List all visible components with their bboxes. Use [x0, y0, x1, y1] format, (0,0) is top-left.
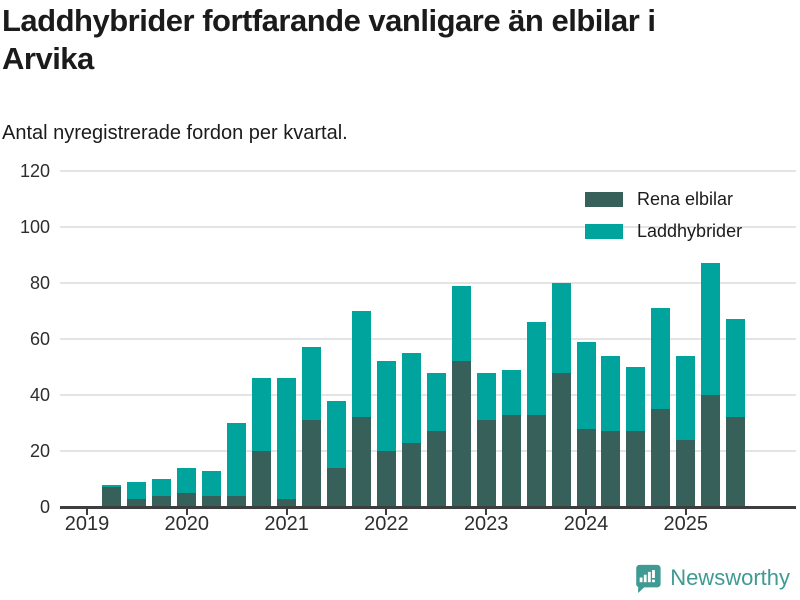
- newsworthy-logo[interactable]: Newsworthy: [632, 563, 790, 593]
- x-tick-mark: [684, 508, 687, 515]
- bar-segment-laddhybrider: [351, 311, 371, 418]
- bar-segment-rena-elbilar: [726, 417, 746, 507]
- y-tick-label: 120: [19, 161, 50, 181]
- x-tick-label: 2025: [663, 513, 709, 535]
- x-tick-label: 2021: [264, 513, 309, 535]
- bar-segment-laddhybrider: [277, 378, 297, 499]
- bar-segment-rena-elbilar: [451, 361, 471, 507]
- bar-segment-rena-elbilar: [376, 451, 396, 507]
- legend-item: Laddhybrider: [585, 221, 742, 242]
- legend-swatch: [585, 224, 623, 239]
- bar-segment-laddhybrider: [676, 355, 696, 440]
- x-tick-mark: [585, 508, 587, 515]
- y-tick-label: 20: [29, 441, 50, 461]
- bar-segment-laddhybrider: [526, 322, 546, 415]
- y-tick-label: 60: [29, 329, 50, 349]
- bar-segment-rena-elbilar: [626, 431, 646, 507]
- y-tick-label: 40: [29, 385, 50, 405]
- bar-segment-laddhybrider: [626, 367, 646, 432]
- y-tick-label: 100: [19, 217, 50, 237]
- bar-segment-laddhybrider: [252, 378, 272, 451]
- legend: Rena elbilar Laddhybrider: [585, 189, 742, 253]
- bar-segment-rena-elbilar: [426, 431, 446, 507]
- chart-subtitle: Antal nyregistrerade fordon per kvartal.: [2, 122, 348, 144]
- bar-segment-laddhybrider: [701, 263, 721, 395]
- bar-segment-rena-elbilar: [676, 439, 696, 507]
- plot-area: [60, 170, 796, 515]
- bar-segment-laddhybrider: [376, 361, 396, 451]
- bar-segment-laddhybrider: [327, 400, 346, 468]
- bar-segment-rena-elbilar: [102, 487, 122, 507]
- bar-segment-laddhybrider: [302, 347, 322, 421]
- x-axis-line: [60, 506, 796, 509]
- x-tick-mark: [185, 508, 188, 515]
- x-tick-mark: [485, 508, 488, 515]
- bar-segment-rena-elbilar: [177, 493, 197, 507]
- bar-segment-laddhybrider: [726, 319, 746, 418]
- bar-segment-rena-elbilar: [701, 395, 721, 507]
- bar-segment-laddhybrider: [501, 369, 521, 415]
- chart-title: Laddhybrider fortfarande vanligare än el…: [2, 3, 656, 77]
- bar-segment-laddhybrider: [601, 355, 621, 432]
- bar-segment-laddhybrider: [177, 467, 197, 493]
- bar-segment-rena-elbilar: [351, 417, 371, 507]
- bar-segment-rena-elbilar: [476, 420, 496, 507]
- x-tick-mark: [86, 508, 88, 515]
- bar-segment-laddhybrider: [202, 470, 222, 496]
- bar-segment-laddhybrider: [127, 481, 147, 499]
- bar-segment-rena-elbilar: [202, 495, 222, 507]
- bar-segment-rena-elbilar: [551, 372, 571, 507]
- legend-item: Rena elbilar: [585, 189, 742, 210]
- gridline: [60, 282, 796, 284]
- brand-name: Newsworthy: [670, 565, 790, 590]
- legend-label: Rena elbilar: [637, 189, 734, 209]
- x-tick-label: 2019: [64, 513, 110, 535]
- gridline: [60, 170, 796, 172]
- bar-segment-rena-elbilar: [327, 467, 346, 507]
- x-tick-label: 2024: [563, 513, 609, 535]
- x-tick-label: 2022: [364, 513, 409, 535]
- bar-segment-laddhybrider: [576, 341, 596, 429]
- legend-label: Laddhybrider: [637, 221, 743, 241]
- gridline: [60, 338, 796, 340]
- bar-segment-rena-elbilar: [277, 498, 297, 507]
- legend-swatch: [585, 192, 623, 207]
- x-tick-mark: [285, 508, 288, 515]
- bar-segment-laddhybrider: [476, 372, 496, 421]
- bar-segment-rena-elbilar: [526, 414, 546, 507]
- y-tick-label: 80: [29, 273, 50, 293]
- bar-segment-laddhybrider: [451, 285, 471, 362]
- bar-segment-rena-elbilar: [601, 431, 621, 507]
- bar-segment-laddhybrider: [426, 372, 446, 432]
- x-tick-label: 2020: [164, 513, 210, 535]
- bar-segment-rena-elbilar: [227, 495, 247, 507]
- bar-segment-laddhybrider: [227, 423, 247, 496]
- bar-segment-rena-elbilar: [401, 442, 421, 507]
- bar-segment-laddhybrider: [102, 484, 122, 488]
- y-tick-label: 0: [39, 497, 50, 517]
- x-tick-mark: [385, 508, 388, 515]
- bar-segment-rena-elbilar: [252, 451, 272, 507]
- bar-segment-rena-elbilar: [127, 498, 147, 507]
- bar-segment-rena-elbilar: [651, 409, 671, 507]
- bar-segment-laddhybrider: [152, 479, 172, 496]
- bar-segment-rena-elbilar: [152, 495, 172, 507]
- bar-segment-laddhybrider: [651, 308, 671, 409]
- bar-segment-laddhybrider: [401, 353, 421, 443]
- x-tick-label: 2023: [463, 513, 509, 535]
- gridline: [60, 226, 796, 228]
- bar-segment-laddhybrider: [551, 283, 571, 373]
- bar-segment-rena-elbilar: [576, 428, 596, 507]
- bar-segment-rena-elbilar: [302, 420, 322, 507]
- newsworthy-bubble-icon: [636, 564, 661, 593]
- bar-segment-rena-elbilar: [501, 414, 521, 507]
